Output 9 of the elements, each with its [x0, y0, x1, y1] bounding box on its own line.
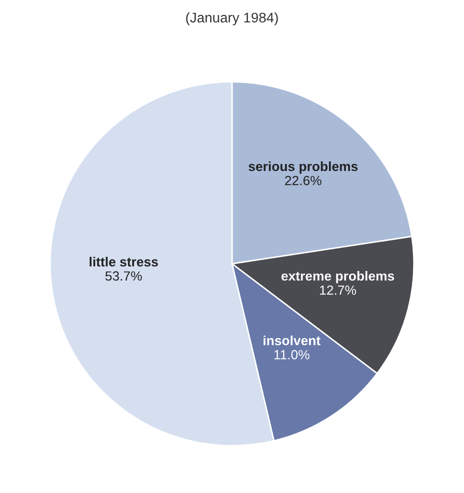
data-label: 53.7%: [105, 271, 142, 281]
data-label: 12.7%: [320, 285, 356, 295]
chart-title: (January 1984): [186, 12, 278, 26]
slice-label: extreme problems: [281, 270, 394, 284]
data-label: 22.6%: [285, 176, 322, 186]
data-label: 11.0%: [274, 350, 310, 360]
slice-label: insolvent: [264, 336, 320, 346]
slice-label: serious problems: [248, 161, 358, 174]
slice-label: little stress: [90, 256, 158, 267]
